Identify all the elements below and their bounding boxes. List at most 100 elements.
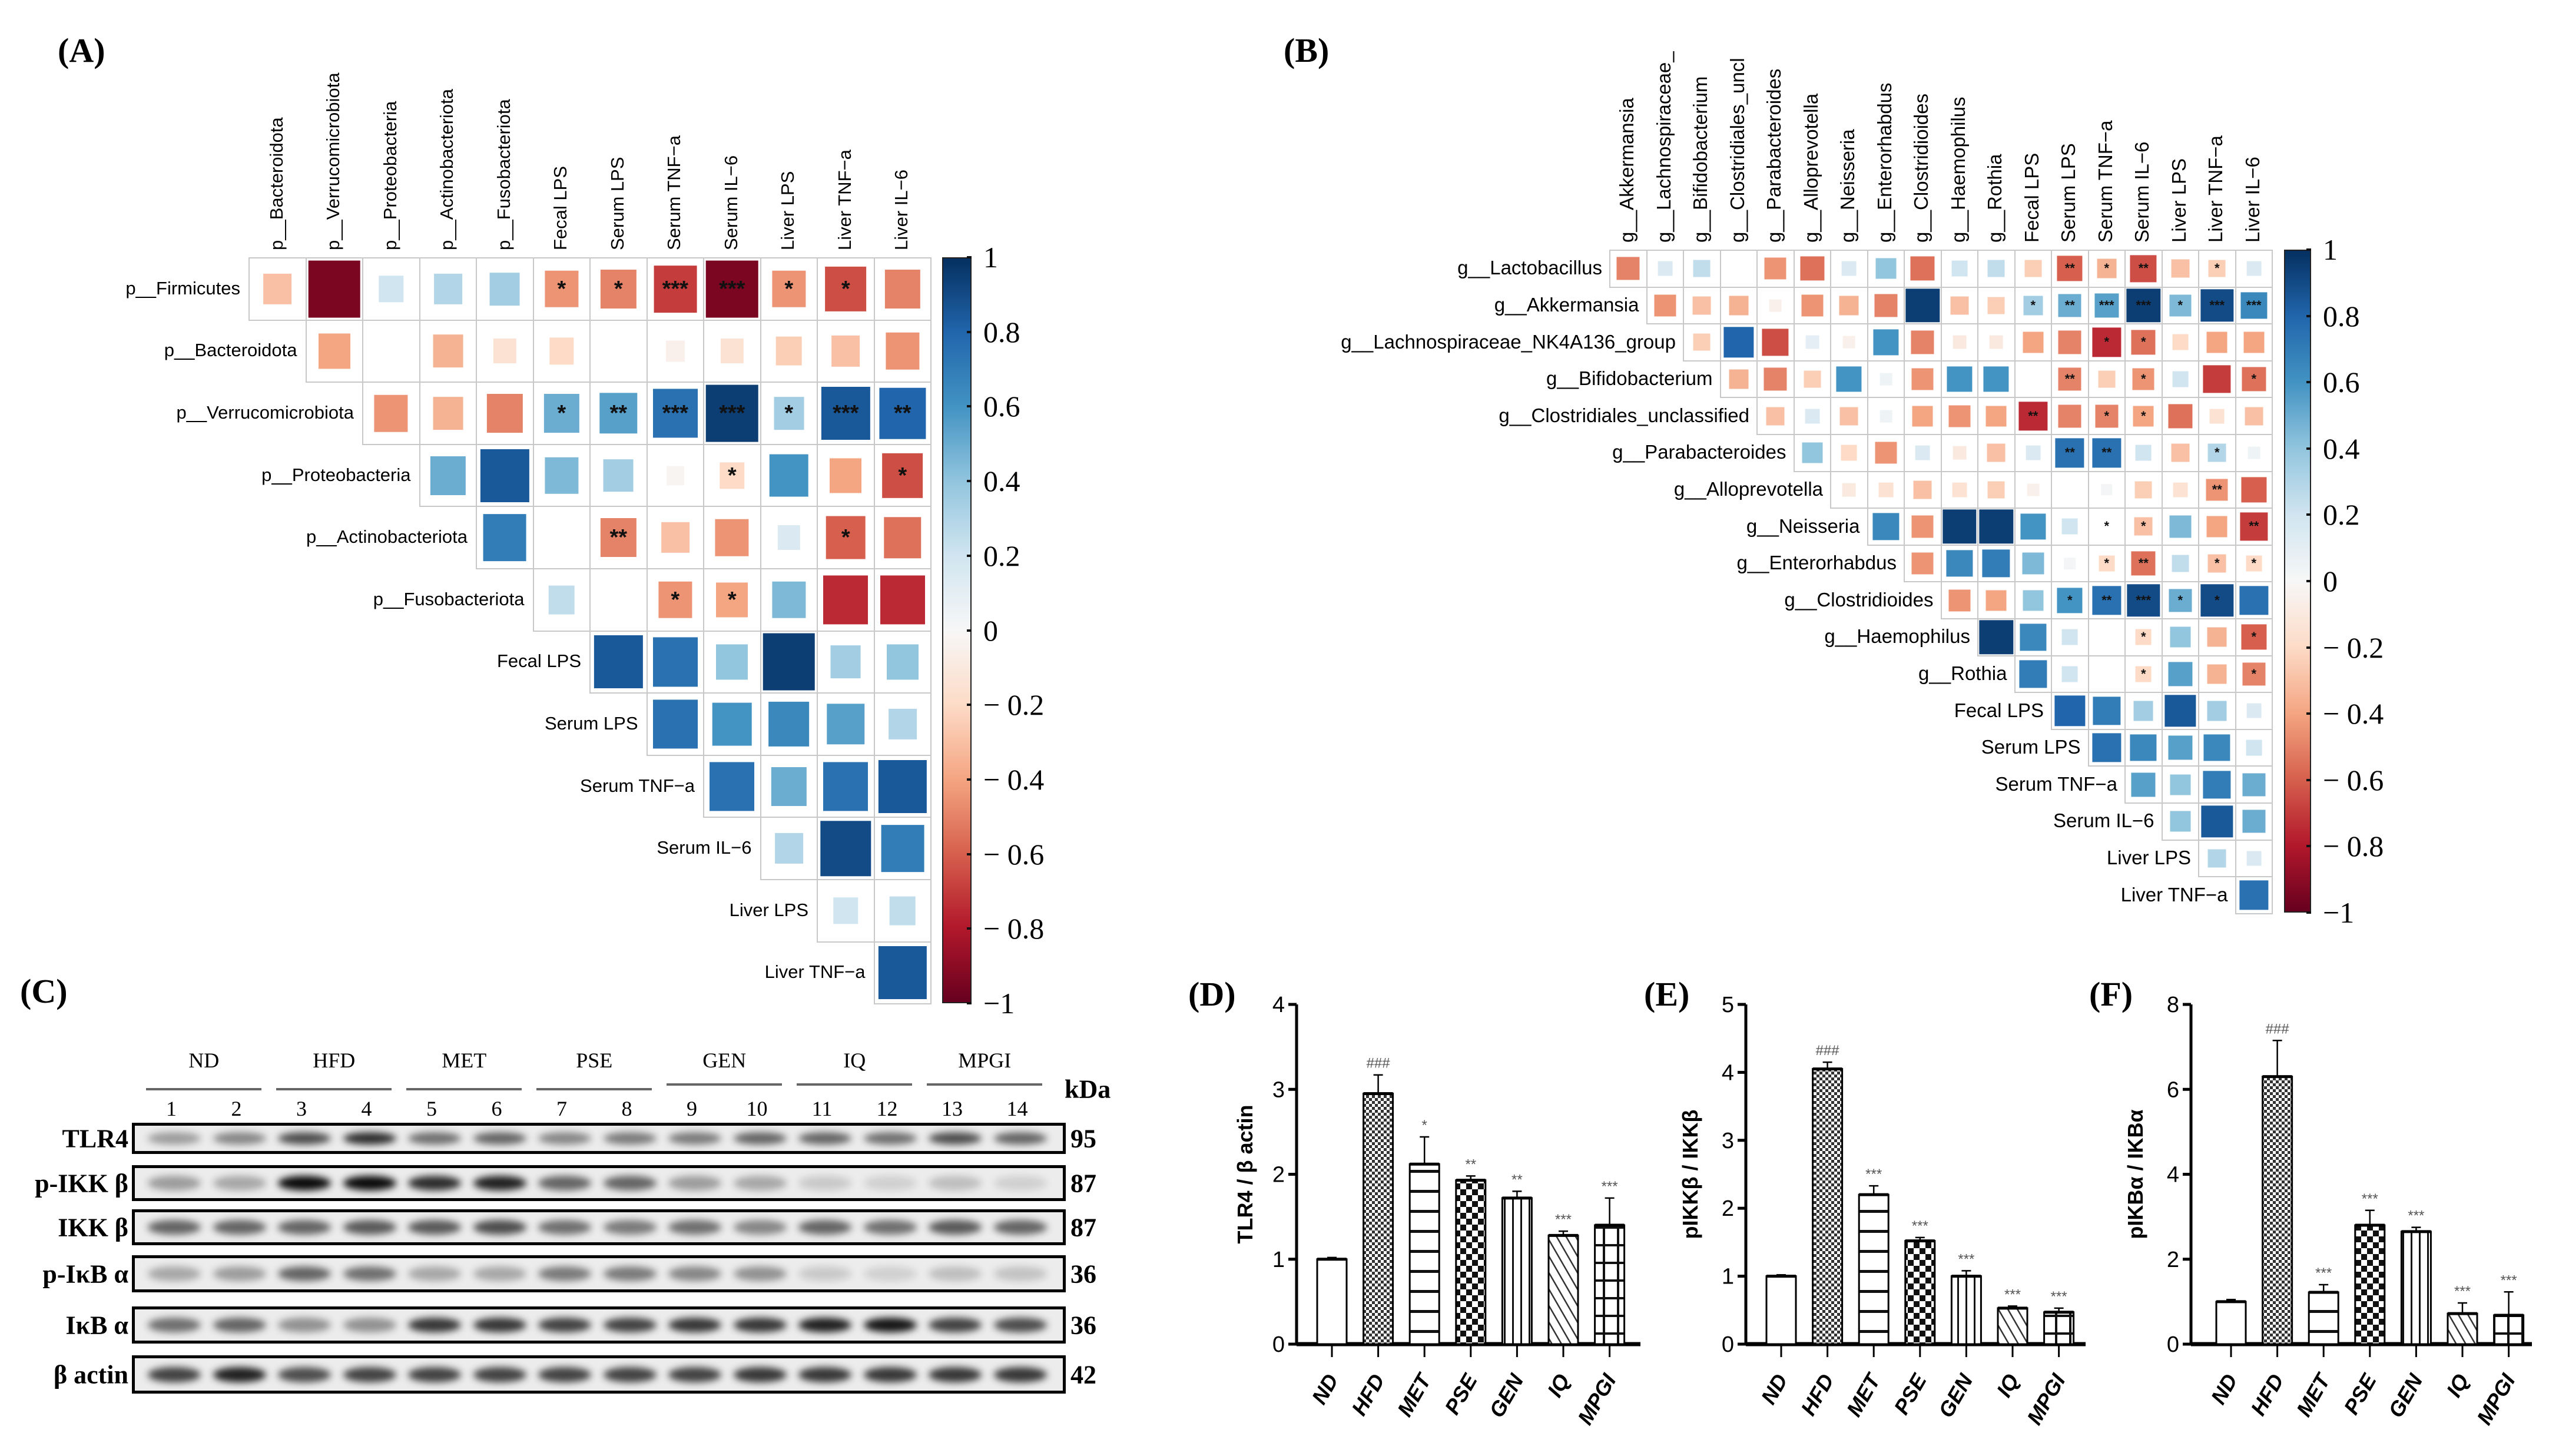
heatmap-square	[2242, 367, 2266, 392]
y-tick-label: 1	[1722, 1265, 1734, 1289]
significance-stars: *	[2104, 556, 2110, 571]
significance-stars: *	[784, 400, 794, 426]
heatmap-square	[1873, 329, 1899, 356]
heatmap-square	[549, 337, 574, 365]
heatmap-square	[1841, 261, 1857, 276]
heatmap-square	[1764, 257, 1786, 280]
heatmap-square	[1911, 368, 1934, 390]
colorbar-label: − 0.2	[983, 688, 1045, 722]
heatmap-cell: ***	[2235, 286, 2273, 325]
heatmap-square	[545, 457, 579, 494]
heatmap-cell	[817, 319, 875, 383]
heatmap-square	[775, 336, 803, 366]
x-category-label: IQ	[1991, 1370, 2024, 1401]
heatmap-row-label: p__Bacteroidota	[164, 340, 297, 361]
heatmap-row-label: g__Clostridiales_unclassified	[1499, 404, 1749, 426]
heatmap-cell	[646, 692, 704, 756]
significance-stars: *	[2251, 629, 2257, 645]
heatmap-cell	[1867, 286, 1905, 325]
heatmap-row-label: g__Lactobacillus	[1457, 257, 1602, 279]
heatmap-square	[2057, 256, 2083, 281]
heatmap-cell	[2161, 323, 2199, 361]
heatmap-square	[379, 276, 403, 303]
heatmap-cell	[873, 754, 932, 818]
significance-stars: *	[2251, 372, 2257, 387]
heatmap-square	[1910, 256, 1935, 281]
y-tick-label: 2	[1272, 1163, 1285, 1188]
heatmap-cell: *	[2235, 360, 2273, 399]
significance-stars: **	[2064, 261, 2075, 276]
heatmap-cell: *	[532, 382, 591, 445]
significance-stars: **	[2028, 408, 2038, 423]
heatmap-row-label: p__Actinobacteriota	[306, 526, 468, 548]
heatmap-square	[1911, 330, 1934, 354]
heatmap-cell	[1756, 397, 1795, 435]
heatmap-cell: **	[2051, 250, 2089, 288]
heatmap-square	[1947, 366, 1973, 392]
heatmap-cell	[760, 568, 818, 632]
significance-annotation: ***	[2051, 1289, 2067, 1305]
heatmap-row-label: Serum TNF−a	[580, 775, 695, 796]
heatmap-square	[665, 340, 685, 361]
y-tick-label: 3	[1722, 1129, 1734, 1153]
significance-stars: *	[2104, 519, 2110, 534]
heatmap-square	[1729, 296, 1749, 316]
heatmap-square	[1983, 366, 2009, 392]
y-tick-label: 8	[2167, 993, 2179, 1017]
heatmap-square	[2023, 296, 2043, 316]
heatmap-square	[833, 897, 858, 924]
heatmap-square	[886, 644, 919, 679]
significance-stars: ***	[2136, 592, 2152, 608]
heatmap-square	[888, 708, 917, 740]
significance-annotation: *	[1422, 1117, 1427, 1133]
significance-stars: **	[2138, 261, 2149, 276]
heatmap-row-label: Serum LPS	[544, 713, 638, 734]
heatmap-square	[1989, 336, 2003, 349]
heatmap-square	[2172, 334, 2189, 350]
y-axis-label: pIKBα / IKBα	[2123, 1109, 2147, 1239]
significance-stars: ***	[833, 400, 859, 426]
significance-stars: *	[2140, 372, 2146, 387]
heatmap-cell	[817, 754, 875, 818]
bar	[1455, 1179, 1487, 1345]
heatmap-square	[548, 585, 575, 615]
heatmap-square	[825, 266, 867, 311]
bar	[1904, 1240, 1936, 1345]
colorbar-tick	[967, 405, 972, 408]
significance-stars: *	[2140, 334, 2146, 350]
colorbar-tick	[967, 330, 972, 333]
heatmap-square	[721, 339, 744, 364]
heatmap-cell	[362, 257, 420, 321]
colorbar-label: 0.2	[983, 539, 1020, 572]
heatmap-cell	[817, 879, 875, 943]
heatmap-cell	[1904, 323, 1942, 361]
colorbar-label: 0.8	[983, 315, 1020, 349]
heatmap-square	[777, 525, 800, 550]
heatmap-square	[2132, 368, 2154, 390]
significance-annotation: ***	[2501, 1272, 2517, 1288]
heatmap-cell	[1609, 250, 1648, 288]
heatmap-cell	[589, 568, 648, 632]
significance-stars: *	[2104, 408, 2110, 423]
heatmap-cell: ***	[2087, 286, 2126, 325]
bar	[2400, 1231, 2432, 1345]
significance-annotation: **	[1465, 1156, 1476, 1172]
heatmap-square	[2024, 260, 2042, 277]
bar	[1501, 1197, 1533, 1345]
colorbar-tick	[967, 480, 972, 483]
significance-stars: *	[2104, 334, 2110, 350]
heatmap-square	[543, 393, 579, 433]
bar	[1547, 1234, 1579, 1345]
x-category-label: GEN	[1484, 1369, 1529, 1422]
heatmap-square	[878, 759, 927, 813]
significance-stars: ***	[2099, 297, 2114, 313]
y-tick-label: 0	[2167, 1332, 2179, 1357]
significance-stars: **	[2101, 445, 2112, 460]
heatmap-cell	[703, 630, 761, 694]
significance-stars: *	[2104, 261, 2110, 276]
significance-annotation: ***	[1555, 1212, 1572, 1228]
x-category-label: HFD	[1796, 1370, 1839, 1420]
heatmap-square	[1953, 336, 1967, 349]
